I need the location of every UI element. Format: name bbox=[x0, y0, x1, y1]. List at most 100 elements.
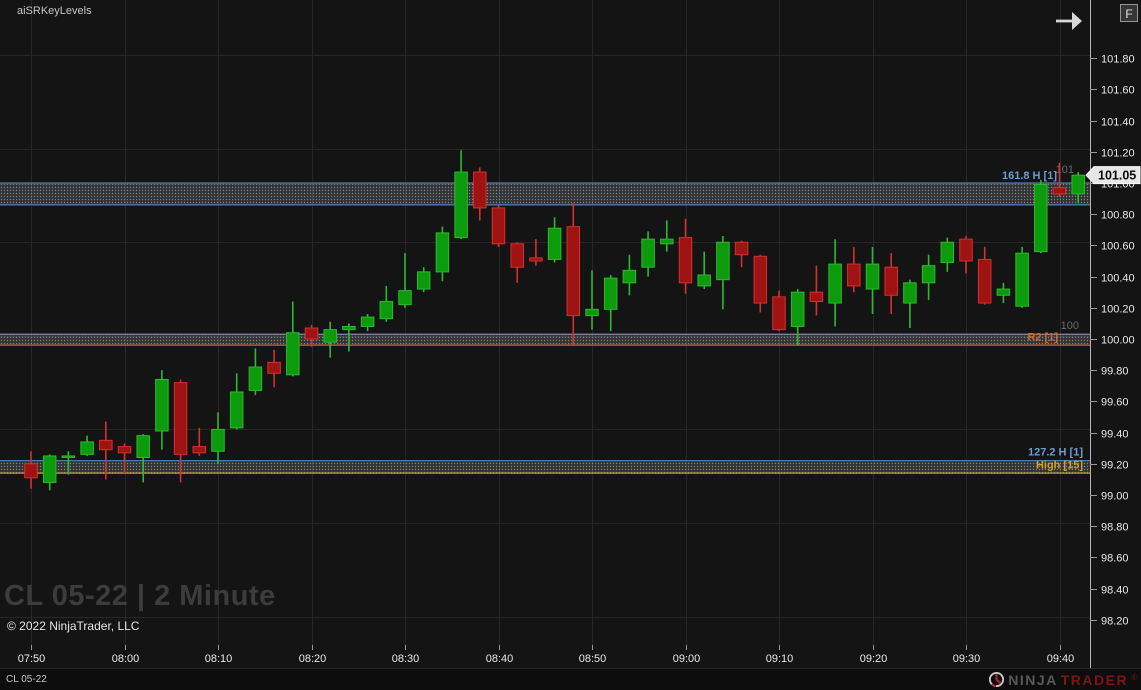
candle-08:26 bbox=[360, 313, 375, 332]
candle-08:02 bbox=[136, 434, 150, 483]
price-tick-label: 100.80 bbox=[1101, 210, 1135, 222]
time-axis[interactable]: 07:50 08:00 08:10 08:20 08:30 08:40 08:50 09:00… bbox=[18, 645, 1075, 665]
time-tick-label: 08:40 bbox=[486, 653, 514, 665]
workspace-tab-bar: CL 05-22 NINJA TRADER ® bbox=[0, 668, 1141, 690]
price-tick-label: 99.80 bbox=[1101, 366, 1129, 378]
candle-08:12 bbox=[229, 373, 244, 430]
candle-08:46 bbox=[547, 217, 562, 263]
candle-08:58 bbox=[660, 220, 674, 252]
time-tick-label: 09:00 bbox=[673, 653, 701, 665]
price-tick-label: 99.20 bbox=[1101, 460, 1129, 472]
candle-09:42 bbox=[1071, 172, 1085, 204]
candle-08:50 bbox=[585, 270, 599, 330]
price-tick-label: 100.60 bbox=[1101, 241, 1135, 253]
candle-08:40 bbox=[491, 204, 506, 247]
candle-09:02 bbox=[697, 251, 711, 290]
candle-07:50 bbox=[24, 451, 38, 489]
candle-09:00 bbox=[678, 218, 693, 294]
instrument-tab[interactable]: CL 05-22 bbox=[6, 674, 47, 685]
level-label: R2 [1] bbox=[1027, 332, 1058, 344]
candle-08:48 bbox=[566, 203, 581, 346]
candle-09:40 bbox=[1052, 162, 1067, 198]
time-tick-label: 07:50 bbox=[18, 653, 46, 665]
candle-09:06 bbox=[734, 240, 749, 268]
candle-08:20 bbox=[304, 324, 319, 347]
candle-09:30 bbox=[959, 236, 973, 274]
candle-08:34 bbox=[435, 226, 450, 282]
candle-09:38 bbox=[1034, 179, 1048, 254]
price-tick-label: 101.40 bbox=[1101, 117, 1135, 129]
candle-08:18 bbox=[286, 301, 300, 377]
candle-08:44 bbox=[529, 239, 543, 266]
candle-09:32 bbox=[977, 246, 992, 305]
candle-08:32 bbox=[416, 267, 431, 293]
gridlines bbox=[0, 0, 1090, 645]
last-price-value: 101.05 bbox=[1098, 169, 1136, 183]
candle-09:16 bbox=[828, 239, 842, 327]
candle-08:42 bbox=[510, 242, 524, 283]
price-tick-label: 101.20 bbox=[1101, 148, 1135, 160]
candle-09:08 bbox=[753, 254, 768, 313]
right-arrow-icon bbox=[1056, 12, 1082, 30]
candle-08:24 bbox=[342, 323, 356, 352]
candle-08:54 bbox=[622, 254, 637, 296]
time-tick-label: 08:00 bbox=[112, 653, 140, 665]
price-tick-label: 99.00 bbox=[1101, 491, 1129, 503]
candle-07:52 bbox=[42, 454, 57, 491]
price-chart-canvas[interactable]: 161.8 H [1]101 R2 [1]100 127.2 H [1] High [… bbox=[0, 0, 1141, 668]
fib-127.2-high-zone-dots bbox=[0, 460, 1090, 474]
indicator-label: aiSRKeyLevels bbox=[17, 5, 92, 17]
price-tick-label: 100.20 bbox=[1101, 304, 1135, 316]
price-tick-label: 98.20 bbox=[1101, 616, 1129, 628]
price-tick-label: 98.40 bbox=[1101, 585, 1129, 597]
fib-161.8-zone-dots bbox=[0, 182, 1090, 205]
candle-08:22 bbox=[323, 321, 337, 358]
time-tick-label: 08:10 bbox=[205, 653, 233, 665]
level-label: 101 bbox=[1056, 164, 1074, 176]
go-to-latest-bar-button[interactable] bbox=[1053, 7, 1089, 35]
candle-08:52 bbox=[603, 275, 618, 332]
candle-08:04 bbox=[155, 370, 169, 450]
price-tick-label: 98.80 bbox=[1101, 522, 1129, 534]
f-hotkey-button[interactable]: F bbox=[1120, 4, 1138, 22]
candle-08:16 bbox=[267, 349, 281, 388]
candle-08:08 bbox=[192, 427, 207, 456]
candle-09:14 bbox=[809, 265, 824, 316]
logo-registered-mark: ® bbox=[1131, 673, 1137, 682]
time-tick-label: 09:10 bbox=[766, 653, 794, 665]
sr-zone-bands: 161.8 H [1]101 R2 [1]100 127.2 H [1] High [… bbox=[0, 164, 1090, 474]
candle-09:10 bbox=[772, 290, 786, 332]
candle-09:26 bbox=[921, 254, 936, 300]
candle-07:58 bbox=[99, 421, 113, 480]
candle-09:12 bbox=[790, 289, 805, 346]
candle-09:24 bbox=[903, 279, 917, 329]
time-tick-label: 08:50 bbox=[579, 653, 607, 665]
candle-08:14 bbox=[248, 348, 263, 396]
candle-08:06 bbox=[173, 379, 188, 483]
price-tick-label: 99.60 bbox=[1101, 397, 1129, 409]
last-price-marker: 101.05 bbox=[1085, 166, 1141, 185]
r2-zone-dots bbox=[0, 334, 1090, 346]
price-tick-label: 100.00 bbox=[1101, 335, 1135, 347]
price-tick-label: 101.60 bbox=[1101, 85, 1135, 97]
candle-08:30 bbox=[398, 253, 412, 308]
time-tick-label: 08:20 bbox=[299, 653, 327, 665]
candle-09:34 bbox=[996, 282, 1011, 304]
candle-08:10 bbox=[211, 412, 225, 464]
time-tick-label: 09:40 bbox=[1047, 653, 1075, 665]
candle-08:56 bbox=[641, 231, 655, 277]
price-axis[interactable]: 101.80101.60101.40101.20101.00100.80100.… bbox=[1090, 0, 1135, 668]
price-tick-label: 99.40 bbox=[1101, 429, 1129, 441]
level-label: 127.2 H [1] bbox=[1028, 446, 1083, 458]
candle-09:36 bbox=[1015, 246, 1029, 308]
price-tick-label: 101.80 bbox=[1101, 54, 1135, 66]
candle-09:04 bbox=[716, 236, 730, 310]
price-tick-label: 100.40 bbox=[1101, 273, 1135, 285]
logo-text-ninja: NINJA bbox=[1008, 671, 1058, 688]
candle-09:20 bbox=[865, 246, 880, 314]
level-label: 161.8 H [1] bbox=[1002, 170, 1057, 182]
candle-08:00 bbox=[117, 443, 132, 474]
candle-09:18 bbox=[847, 246, 861, 293]
time-tick-label: 09:20 bbox=[860, 653, 888, 665]
ninjatrader-logo: NINJA TRADER ® bbox=[988, 671, 1137, 688]
